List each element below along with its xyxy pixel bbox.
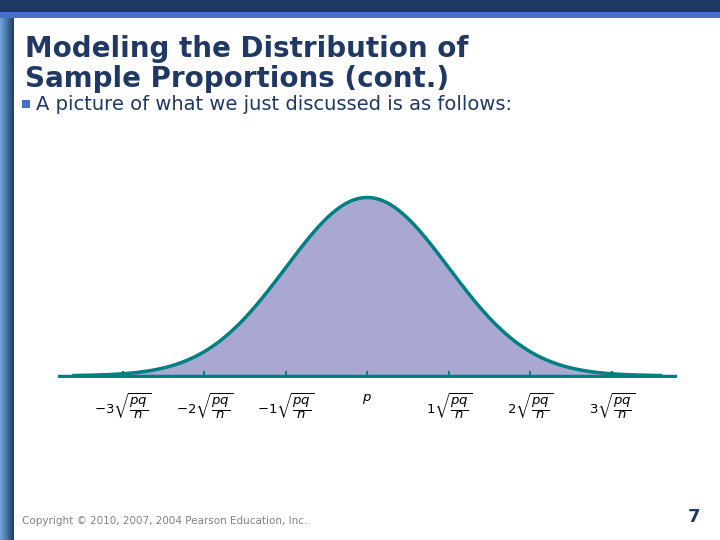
Text: Copyright © 2010, 2007, 2004 Pearson Education, Inc.: Copyright © 2010, 2007, 2004 Pearson Edu… <box>22 516 307 526</box>
Text: $3\sqrt{\dfrac{pq}{n}}$: $3\sqrt{\dfrac{pq}{n}}$ <box>588 392 635 422</box>
Text: Sample Proportions (cont.): Sample Proportions (cont.) <box>25 65 449 93</box>
Text: $-2\sqrt{\dfrac{pq}{n}}$: $-2\sqrt{\dfrac{pq}{n}}$ <box>176 392 233 422</box>
Bar <box>0 0 720 12</box>
Text: 7: 7 <box>688 508 700 526</box>
Text: $2\sqrt{\dfrac{pq}{n}}$: $2\sqrt{\dfrac{pq}{n}}$ <box>507 392 553 422</box>
Text: $-1\sqrt{\dfrac{pq}{n}}$: $-1\sqrt{\dfrac{pq}{n}}$ <box>257 392 315 422</box>
Bar <box>0 12 720 18</box>
Text: Modeling the Distribution of: Modeling the Distribution of <box>25 35 469 63</box>
Text: $-3\sqrt{\dfrac{pq}{n}}$: $-3\sqrt{\dfrac{pq}{n}}$ <box>94 392 151 422</box>
Bar <box>22 100 30 108</box>
Text: $1\sqrt{\dfrac{pq}{n}}$: $1\sqrt{\dfrac{pq}{n}}$ <box>426 392 472 422</box>
Text: A picture of what we just discussed is as follows:: A picture of what we just discussed is a… <box>36 94 512 113</box>
Text: $p$: $p$ <box>362 392 372 406</box>
